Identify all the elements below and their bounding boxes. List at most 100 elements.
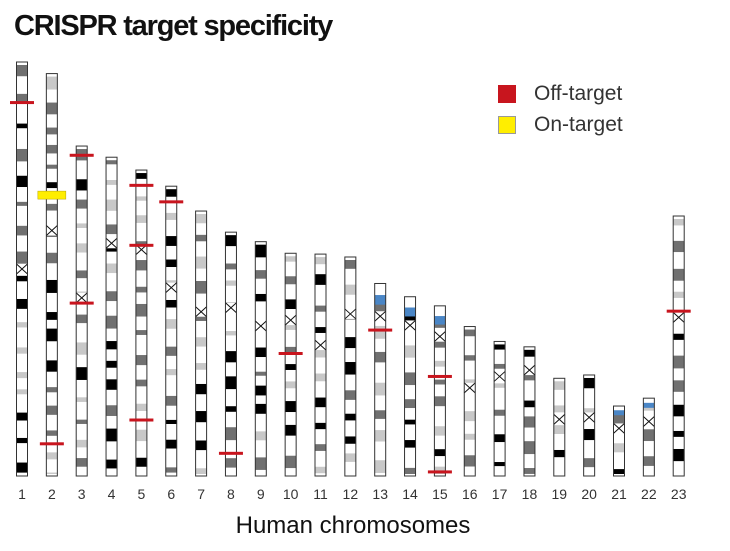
chromosome-outline [16,61,28,477]
chromosome-band [285,381,297,389]
chromosome-band [613,413,625,426]
chromosome-label-5: 5 [138,486,146,502]
chromosome-outline [672,215,685,477]
off-target-marker [218,451,243,455]
chromosome-band [404,419,416,425]
chromosome-outline [523,346,536,477]
chromosome-band [46,144,58,154]
chromosome-band [16,347,28,354]
chromosome-band [195,337,207,347]
centromere-mark [284,314,297,326]
chromosome-band [16,175,28,188]
chromosome-band [76,458,88,467]
chart-title: CRISPR target specificity [14,10,333,42]
chromosome-label-12: 12 [343,486,359,502]
chromosome-band [16,65,28,77]
chromosome-band [434,449,446,457]
chromosome-label-22: 22 [641,486,657,502]
chromosome-band [165,212,177,220]
chromosome-band [76,419,88,424]
on-target-swatch [498,115,516,134]
chromosome-band [523,468,535,474]
off-target-marker [278,351,303,355]
chromosome-label-23: 23 [671,486,687,502]
chromosome-band [673,333,685,340]
chromosome-label-21: 21 [611,486,627,502]
chromosome-band [106,199,118,211]
chromosome-band [315,466,326,474]
chromosome-band [106,315,118,329]
centromere-mark [344,308,357,320]
chromosome-outline [284,252,297,477]
chromosome-band [315,327,326,333]
chromosome-outline [463,326,476,477]
chromosome-outline [613,405,625,477]
centromere-mark [16,263,28,275]
chromosome-band [643,456,655,466]
chromosome-band [315,346,326,358]
chromosome-band [673,430,685,437]
chromosome-17 [494,341,506,476]
chromosome-band [583,458,595,468]
centromere-mark [404,320,416,331]
chromosome-band [46,328,58,342]
chromosome-band [135,173,147,179]
chromosome-9 [255,241,267,476]
chromosome-band [285,424,297,436]
chromosome-band [553,449,565,458]
chromosome-band [195,256,207,269]
chromosome-band [76,397,88,402]
chromosome-band [16,148,28,162]
chromosome-band [135,355,147,366]
chromosome-band [643,405,655,411]
chromosome-band [165,189,177,197]
centromere-mark [105,237,118,249]
chromosome-band [315,274,326,285]
centromere-mark [523,364,536,376]
chromosome-band [255,403,267,414]
chromosome-label-8: 8 [227,486,235,502]
off-target-marker [129,183,154,187]
chromosome-band [374,382,386,396]
off-target-marker [69,153,94,157]
chromosome-band [135,260,147,271]
chromosome-band [344,413,356,421]
chromosome-band [225,406,237,412]
chromosome-band [195,234,207,242]
off-target-marker [69,301,94,305]
chromosome-band [673,448,685,462]
chromosome-band [523,441,535,455]
chromosome-band [643,429,655,442]
chromosome-6 [165,186,177,476]
chromosome-band [434,341,446,348]
chromosome-band [195,468,207,474]
chromosome-band [613,443,625,453]
chromosome-14 [404,296,416,476]
chromosome-band [165,299,177,308]
centromere-mark [643,416,655,427]
centromere-mark [672,312,685,323]
chromosome-band [135,215,147,223]
x-axis-label: Human chromosomes [235,512,471,539]
chromosome-band [315,305,326,312]
chromosome-band [16,389,28,395]
chromosome-band [76,199,88,209]
chromosome-outline [493,340,506,477]
chromosome-label-17: 17 [492,486,508,502]
legend-label-off-target: Off-target [534,81,623,105]
chromosome-band [344,362,356,375]
chromosome-band [46,430,58,436]
centromere-mark [553,413,566,425]
off-target-marker [159,200,184,204]
chromosome-band [16,251,28,264]
centromere-mark [583,412,595,423]
chromosome-band [673,355,685,369]
chromosome-band [195,280,207,294]
centromere-mark [613,423,625,434]
chromosome-band [195,411,207,423]
chromosome-band [494,434,506,443]
chromosome-label-1: 1 [18,486,26,502]
chromosome-band [135,457,147,467]
chromosome-band [165,259,177,268]
chromosome-band [404,467,416,474]
